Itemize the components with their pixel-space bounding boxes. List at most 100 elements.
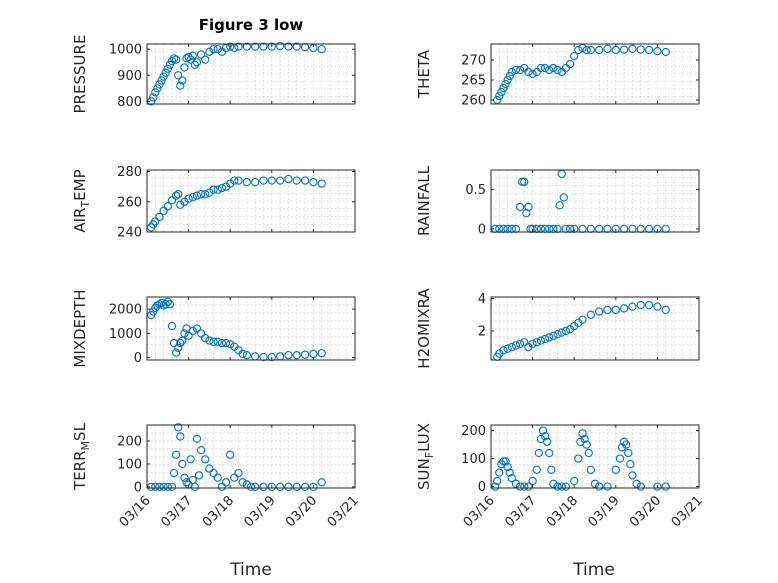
data-point [503,462,512,472]
data-point [300,350,310,359]
data-point [153,301,162,310]
y-tick-label: 265 [461,74,486,89]
y-tick-label: 900 [117,69,142,84]
data-point [292,350,301,360]
data-point [553,65,562,75]
data-point [518,177,527,186]
data-point [201,455,210,464]
data-point [196,446,206,455]
y-axis-label-mixdepth: MIXDEPTH [71,289,89,367]
data-point [317,349,326,358]
y-tick-label: 0 [478,222,486,237]
data-point [188,193,197,202]
data-point [213,45,222,54]
data-point [213,337,222,346]
data-point [603,44,612,53]
x-tick-label: 03/21 [325,493,362,530]
panel-mixdepth: 0 1000 2000 MIXDEPTH [71,289,356,368]
data-point [553,329,562,339]
x-tick-label: 03/16 [117,493,154,530]
data-point [196,329,206,338]
data-point [582,45,591,55]
data-point [180,63,189,72]
data-point [503,344,512,353]
y-axis-label-terr-msl: TERRMSL [71,422,92,491]
x-tick-label: 03/17 [502,493,539,530]
data-point [557,482,566,491]
data-point [574,45,583,55]
data-point [515,339,525,348]
data-point [644,300,654,310]
data-point [196,50,206,59]
data-point [300,176,310,185]
panel-terr-msl: 0 100 200 03/16 03/17 03/18 03/19 03/20 03/21 TER… [71,422,362,530]
data-point [538,426,548,435]
data-point [238,349,247,359]
y-tick-label: 100 [117,457,142,472]
series-sun-flux [491,426,670,491]
data-point [540,63,550,73]
data-point [611,465,620,474]
data-point [628,302,637,311]
series-air-temp [147,174,326,232]
data-point [167,196,177,205]
y-tick-label: 800 [117,95,142,110]
data-point [545,333,554,342]
series-h2omixra [493,300,670,361]
data-point [636,300,645,310]
data-point [505,468,514,477]
data-point [259,482,268,491]
data-point [192,58,202,67]
data-point [624,448,633,458]
data-point [180,329,189,338]
data-point [284,42,293,51]
data-point [259,42,268,51]
data-point [292,42,301,51]
y-tick-label: 260 [461,94,486,109]
data-point [578,315,587,324]
data-point [507,342,516,352]
data-point [507,67,516,77]
data-point [165,60,175,70]
data-point [578,429,587,438]
data-point [317,45,326,54]
data-point [570,51,579,61]
panel-theta: 260 265 270 THETA [415,43,700,109]
data-point [595,482,604,491]
data-point [234,468,243,478]
data-point [209,468,218,478]
data-point [209,185,218,194]
data-point [644,45,654,55]
data-point [259,352,268,362]
data-point [230,176,239,185]
data-point [163,64,172,73]
data-point [174,71,183,80]
data-point [590,479,600,488]
data-point [169,468,179,478]
y-tick-label: 280 [117,165,142,180]
data-point [584,448,593,458]
data-point [586,310,595,319]
data-point [209,337,218,346]
x-tick-label: 03/20 [627,493,664,530]
data-point [238,478,247,487]
axes-frame-h2omixra [490,296,700,361]
data-point [159,482,168,491]
data-point [174,190,183,199]
y-axis-label-sun-flux: SUNFLUX [415,423,436,490]
x-tick-label: 03/16 [461,493,498,530]
series-terr-msl [147,423,326,491]
data-point [528,476,537,486]
y-tick-label: 2000 [109,303,142,318]
data-point [161,300,170,309]
data-point [317,179,326,188]
y-tick-label: 0 [134,351,142,366]
data-point [178,459,187,469]
data-point [174,343,183,353]
data-point [169,54,179,63]
data-point [171,348,181,357]
data-point [234,42,243,51]
data-point [520,177,529,186]
